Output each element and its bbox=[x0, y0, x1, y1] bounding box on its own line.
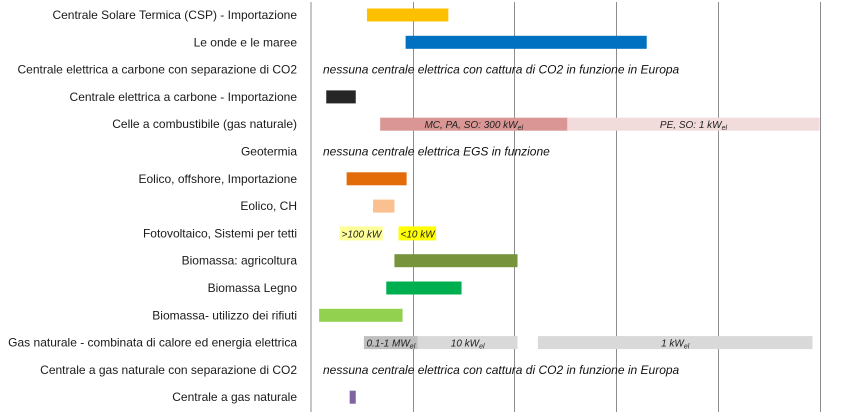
range-bar bbox=[349, 390, 356, 404]
range-bar bbox=[380, 117, 568, 131]
row-note: nessuna centrale elettrica con cattura d… bbox=[323, 63, 680, 77]
category-label: Centrale a gas naturale bbox=[172, 390, 297, 404]
range-bar bbox=[537, 336, 813, 350]
pv-label: >100 kW bbox=[342, 229, 383, 240]
bar-label: 1 kWel bbox=[661, 339, 690, 351]
bar-label: 10 kWel bbox=[451, 339, 485, 351]
bar-label: MC, PA, SO: 300 kWel bbox=[424, 120, 523, 132]
category-label: Centrale Solare Termica (CSP) - Importaz… bbox=[52, 8, 297, 22]
grid-lines bbox=[310, 2, 821, 412]
category-label: Biomassa Legno bbox=[208, 281, 298, 295]
range-bars: MC, PA, SO: 300 kWel PE, SO: 1 kWel 0.1-1 … bbox=[319, 8, 820, 404]
row-note: nessuna centrale elettrica con cattura d… bbox=[323, 363, 680, 377]
range-bar bbox=[373, 199, 395, 213]
pv-label-highlight bbox=[339, 226, 383, 241]
category-label: Centrale elettrica a carbone con separaz… bbox=[18, 63, 298, 77]
category-label: Gas naturale - combinata di calore ed en… bbox=[8, 336, 297, 350]
category-label: Centrale a gas naturale con separazione … bbox=[40, 363, 297, 377]
range-bar bbox=[386, 281, 462, 295]
category-label: Biomassa: agricoltura bbox=[182, 254, 298, 268]
pv-label: <10 kW bbox=[401, 229, 437, 240]
category-labels: Centrale Solare Termica (CSP) - Importaz… bbox=[8, 8, 297, 404]
range-bar bbox=[417, 336, 518, 350]
range-bar bbox=[319, 308, 403, 322]
range-bar bbox=[363, 336, 418, 350]
bar-label: PE, SO: 1 kWel bbox=[660, 120, 728, 132]
category-label: Celle a combustibile (gas naturale) bbox=[112, 117, 297, 131]
range-bar bbox=[394, 254, 518, 268]
range-bar bbox=[366, 8, 449, 22]
bar-label: 0.1-1 MWel bbox=[366, 339, 415, 351]
range-bar bbox=[405, 35, 647, 49]
range-bar bbox=[567, 117, 820, 131]
row-note: nessuna centrale elettrica EGS in funzio… bbox=[323, 145, 550, 159]
category-label: Centrale elettrica a carbone - Importazi… bbox=[70, 90, 298, 104]
pv-label-highlight bbox=[398, 226, 437, 241]
category-label: Fotovoltaico, Sistemi per tetti bbox=[143, 226, 297, 240]
category-label: Geotermia bbox=[241, 145, 297, 159]
category-label: Eolico, CH bbox=[240, 199, 297, 213]
category-label: Le onde e le maree bbox=[194, 35, 298, 49]
range-bar bbox=[346, 172, 407, 186]
category-label: Eolico, offshore, Importazione bbox=[138, 172, 297, 186]
range-bar bbox=[326, 90, 356, 104]
chart-notes: nessuna centrale elettrica con cattura d… bbox=[323, 63, 680, 377]
category-label: Biomassa- utilizzo dei rifiuti bbox=[152, 308, 297, 322]
